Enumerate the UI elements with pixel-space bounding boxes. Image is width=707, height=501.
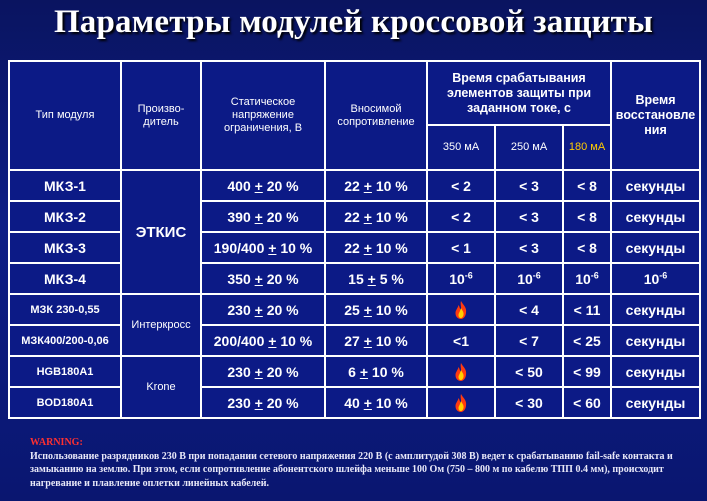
- recovery-time: секунды: [610, 169, 701, 202]
- resistance-value: 22 + 10 %: [324, 200, 428, 233]
- header-resistance: Вносимой сопротивление: [324, 60, 428, 171]
- recovery-time: секунды: [610, 200, 701, 233]
- time-250: < 4: [494, 293, 564, 326]
- fire-icon: [455, 393, 467, 412]
- module-type: BOD180A1: [8, 386, 122, 419]
- module-type: МКЗ-3: [8, 231, 122, 264]
- maker-interkross: Интеркросс: [120, 293, 202, 357]
- header-type: Тип модуля: [8, 60, 122, 171]
- resistance-value: 15 + 5 %: [324, 262, 428, 295]
- header-current-250: 250 мА: [494, 124, 564, 171]
- time-180: < 11: [562, 293, 612, 326]
- header-recovery: Время восстановле ния: [610, 60, 701, 171]
- resistance-value: 27 + 10 %: [324, 324, 428, 357]
- warning-text: Использование разрядников 230 В при попа…: [30, 450, 673, 489]
- time-350: [426, 386, 496, 419]
- time-350: < 1: [426, 231, 496, 264]
- fire-icon: [455, 300, 467, 319]
- time-350: [426, 293, 496, 326]
- recovery-time: 10-6: [610, 262, 701, 295]
- time-250: < 50: [494, 355, 564, 388]
- resistance-value: 40 + 10 %: [324, 386, 428, 419]
- time-350: [426, 355, 496, 388]
- time-180: < 60: [562, 386, 612, 419]
- resistance-value: 22 + 10 %: [324, 169, 428, 202]
- module-type: МКЗ-1: [8, 169, 122, 202]
- time-250: < 30: [494, 386, 564, 419]
- table-row: МКЗ-3 190/400 + 10 % 22 + 10 % < 1 < 3 <…: [8, 231, 701, 264]
- page-title: Параметры модулей кроссовой защиты: [53, 4, 654, 40]
- module-type: МКЗ-4: [8, 262, 122, 295]
- header-response-time: Время срабатывания элементов защиты при …: [426, 60, 612, 126]
- module-type: HGB180A1: [8, 355, 122, 388]
- time-180: < 8: [562, 200, 612, 233]
- time-350: < 2: [426, 200, 496, 233]
- module-type: МЗК 230-0,55: [8, 293, 122, 326]
- voltage-value: 230 + 20 %: [200, 293, 326, 326]
- time-250: < 3: [494, 169, 564, 202]
- time-250: < 3: [494, 200, 564, 233]
- table-row: МЗК 230-0,55 Интеркросс 230 + 20 % 25 + …: [8, 293, 701, 357]
- time-180: < 25: [562, 324, 612, 357]
- time-350: < 2: [426, 169, 496, 202]
- warning-block: WARNING: Использование разрядников 230 В…: [30, 436, 680, 490]
- voltage-value: 190/400 + 10 %: [200, 231, 326, 264]
- header-row-1: Тип модуля Произво-дитель Статическое на…: [8, 60, 701, 171]
- resistance-value: 22 + 10 %: [324, 231, 428, 264]
- time-250: < 7: [494, 324, 564, 357]
- time-180: < 99: [562, 355, 612, 388]
- table-row: МКЗ-2 390 + 20 % 22 + 10 % < 2 < 3 < 8 с…: [8, 200, 701, 233]
- fire-icon: [455, 362, 467, 381]
- parameters-table: Тип модуля Произво-дитель Статическое на…: [8, 60, 701, 419]
- header-maker: Произво-дитель: [120, 60, 202, 171]
- table-row: HGB180A1 Krone 230 + 20 % 6 + 10 % < 50 …: [8, 355, 701, 419]
- voltage-value: 230 + 20 %: [200, 355, 326, 388]
- recovery-time: секунды: [610, 386, 701, 419]
- time-180: < 8: [562, 231, 612, 264]
- time-180: 10-6: [562, 262, 612, 295]
- time-350: 10-6: [426, 262, 496, 295]
- table-row: МЗК400/200-0,06 200/400 + 10 % 27 + 10 %…: [8, 324, 701, 357]
- module-type: МЗК400/200-0,06: [8, 324, 122, 357]
- time-180: < 8: [562, 169, 612, 202]
- voltage-value: 390 + 20 %: [200, 200, 326, 233]
- recovery-time: секунды: [610, 231, 701, 264]
- header-row-2: 350 мА 250 мА 180 мА: [9, 124, 700, 171]
- table-row: BOD180A1 230 + 20 % 40 + 10 % < 30 < 60 …: [8, 386, 701, 419]
- header-current-350: 350 мА: [426, 124, 496, 171]
- table-row: МКЗ-1 ЭТКИС 400 + 20 % 22 + 10 % < 2 < 3…: [8, 169, 701, 295]
- voltage-value: 230 + 20 %: [200, 386, 326, 419]
- table-row: МКЗ-4 350 + 20 % 15 + 5 % 10-6 10-6 10-6…: [8, 262, 701, 295]
- voltage-value: 200/400 + 10 %: [200, 324, 326, 357]
- recovery-time: секунды: [610, 355, 701, 388]
- maker-krone: Krone: [120, 355, 202, 419]
- voltage-value: 400 + 20 %: [200, 169, 326, 202]
- recovery-time: секунды: [610, 324, 701, 357]
- resistance-value: 25 + 10 %: [324, 293, 428, 326]
- module-type: МКЗ-2: [8, 200, 122, 233]
- time-350: <1: [426, 324, 496, 357]
- time-250: < 3: [494, 231, 564, 264]
- header-voltage: Статическое напряжение ограничения, В: [200, 60, 326, 171]
- resistance-value: 6 + 10 %: [324, 355, 428, 388]
- time-250: 10-6: [494, 262, 564, 295]
- voltage-value: 350 + 20 %: [200, 262, 326, 295]
- recovery-time: секунды: [610, 293, 701, 326]
- maker-etkis: ЭТКИС: [120, 169, 202, 295]
- header-current-180: 180 мА: [562, 124, 612, 171]
- warning-header: WARNING:: [30, 437, 83, 448]
